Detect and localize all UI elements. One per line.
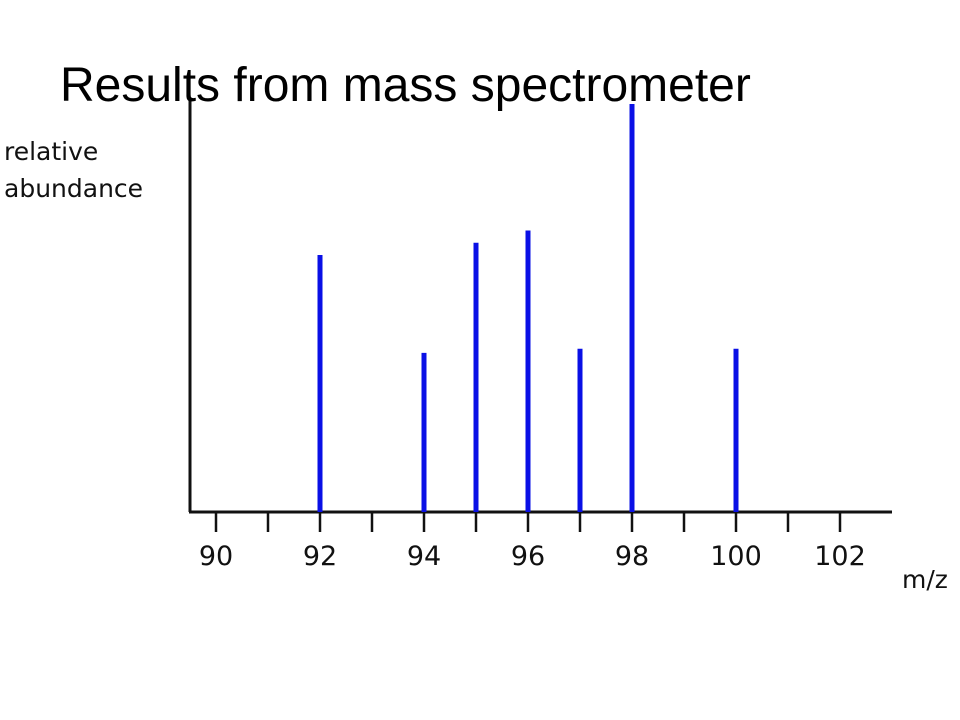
page-title: Results from mass spectrometer	[60, 59, 751, 112]
spectrum-bars	[317, 104, 739, 512]
x-axis-ticks	[214, 512, 842, 532]
x-tick-label-92: 92	[303, 541, 337, 572]
x-axis-tick-labels: 90 92 94 96 98 100 102	[199, 541, 866, 572]
y-axis-label-line-1: relative	[4, 137, 99, 166]
axes	[188, 98, 892, 514]
x-tick-label-96: 96	[511, 541, 545, 572]
x-tick-label-102: 102	[814, 541, 866, 572]
x-tick-label-90: 90	[199, 541, 233, 572]
x-axis-label: m/z	[902, 565, 948, 594]
x-tick-label-98: 98	[615, 541, 649, 572]
y-axis-label-line-2: abundance	[4, 174, 144, 203]
y-axis-label: relative abundance	[4, 133, 143, 207]
x-tick-label-100: 100	[710, 541, 762, 572]
x-tick-label-94: 94	[407, 541, 441, 572]
